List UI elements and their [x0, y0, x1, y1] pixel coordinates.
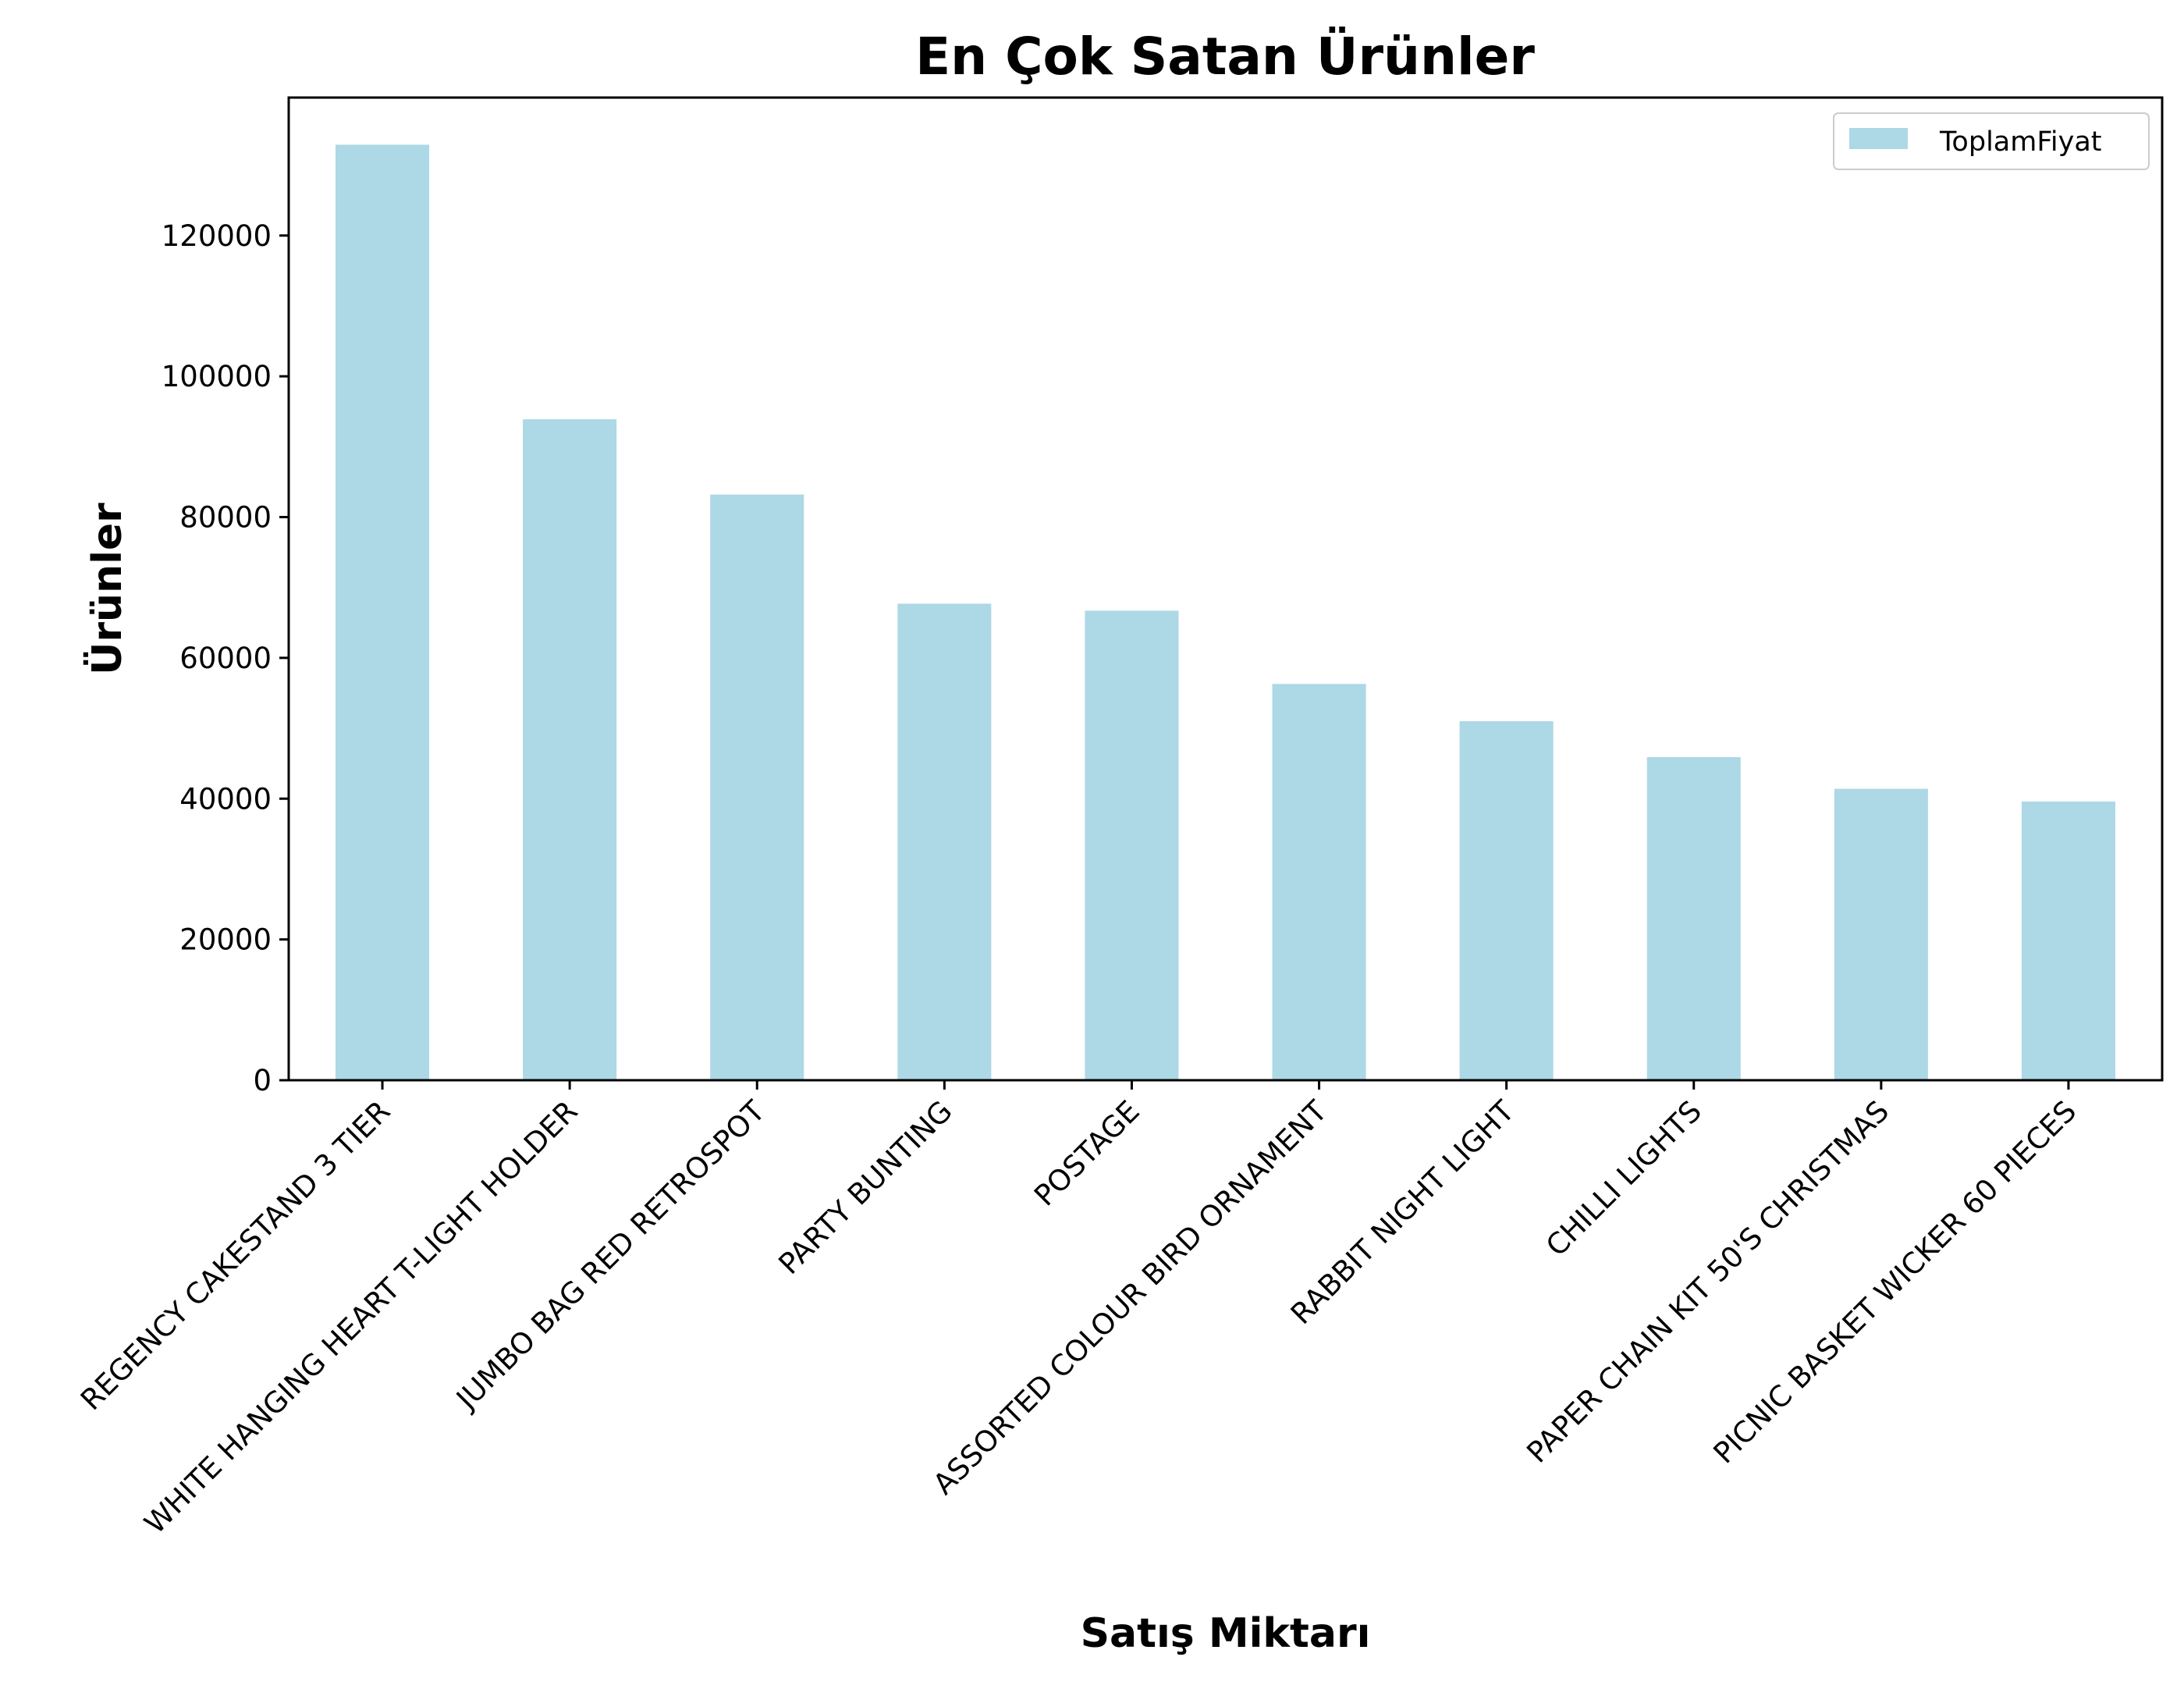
x-tick-label: CHILLI LIGHTS: [1539, 1094, 1708, 1263]
y-axis-ticks: 0 20000 40000 60000 80000 100000 120000: [162, 219, 289, 1097]
bar: [1085, 610, 1179, 1080]
x-tick-label: POSTAGE: [1028, 1094, 1146, 1213]
y-tick-label: 80000: [179, 501, 272, 535]
bar: [1459, 721, 1554, 1080]
legend: ToplamFiyat: [1833, 112, 2150, 170]
bar: [1646, 757, 1741, 1080]
y-tick-label: 100000: [162, 360, 272, 393]
y-tick-label: 40000: [179, 782, 272, 816]
bar: [2021, 801, 2115, 1080]
plot-area-frame: [287, 96, 2164, 1082]
chart-title: En Çok Satan Ürünler: [915, 27, 1535, 87]
bar: [523, 419, 617, 1080]
y-axis-label: Ürünler: [83, 503, 131, 675]
bar: [897, 603, 992, 1080]
x-axis-label: Satış Miktarı: [1081, 1610, 1371, 1657]
x-tick-label: REGENCY CAKESTAND 3 TIER: [74, 1094, 396, 1417]
x-tick-label: JUMBO BAG RED RETROSPOT: [449, 1094, 772, 1417]
y-tick-label: 20000: [179, 923, 272, 957]
y-tick-label: 60000: [179, 642, 272, 675]
bar: [1272, 684, 1366, 1080]
legend-swatch: [1849, 128, 1908, 149]
x-tick-label: PARTY BUNTING: [772, 1094, 959, 1281]
bar: [710, 494, 804, 1080]
x-tick-label: PICNIC BASKET WICKER 60 PIECES: [1707, 1094, 2083, 1470]
y-tick-label: 120000: [162, 219, 272, 253]
y-tick-label: 0: [253, 1064, 272, 1097]
x-tick-label: WHITE HANGING HEART T-LIGHT HOLDER: [138, 1094, 584, 1541]
x-tick-label: ASSORTED COLOUR BIRD ORNAMENT: [927, 1094, 1334, 1502]
bar: [336, 144, 430, 1080]
bars-group: [336, 144, 2115, 1080]
x-tick-label: PAPER CHAIN KIT 50'S CHRISTMAS: [1520, 1094, 1895, 1470]
legend-box: [1833, 112, 2150, 170]
bar: [1834, 788, 1928, 1080]
legend-label: ToplamFiyat: [1939, 126, 2102, 158]
